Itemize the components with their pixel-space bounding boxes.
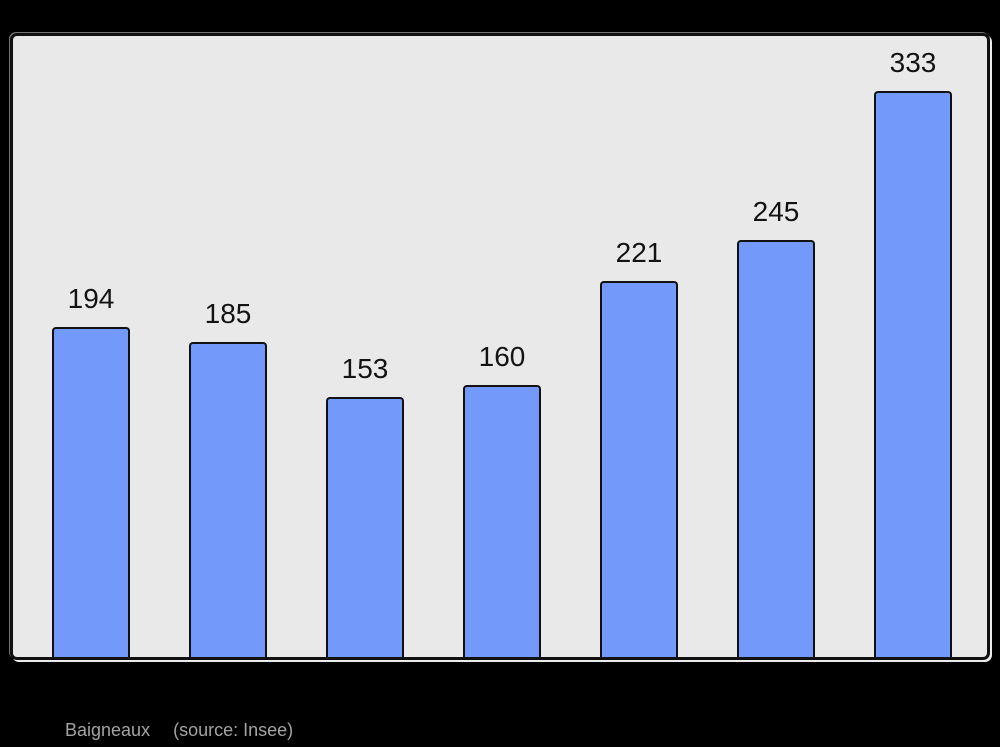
bar: [600, 281, 678, 657]
caption-source: (source: Insee): [173, 720, 294, 740]
bar-value-label: 160: [478, 341, 526, 372]
chart-panel: 194 185 153 160 221 245 333: [10, 33, 990, 660]
bar-value-label: 153: [341, 353, 389, 384]
bar: [463, 385, 541, 657]
bar-value-label: 185: [204, 298, 252, 329]
bar-value-label: 221: [615, 237, 663, 268]
caption-title: Baigneaux: [65, 720, 151, 740]
bar-value-label: 245: [752, 196, 800, 227]
bar: [737, 240, 815, 657]
plot-area: 194 185 153 160 221 245 333: [13, 36, 987, 657]
chart-caption: Baigneaux (source: Insee): [65, 720, 293, 741]
bar-value-label: 333: [889, 47, 937, 78]
bar-value-label: 194: [67, 283, 115, 314]
bar: [189, 342, 267, 657]
bar: [52, 327, 130, 657]
bar: [326, 397, 404, 657]
bar: [874, 91, 952, 657]
